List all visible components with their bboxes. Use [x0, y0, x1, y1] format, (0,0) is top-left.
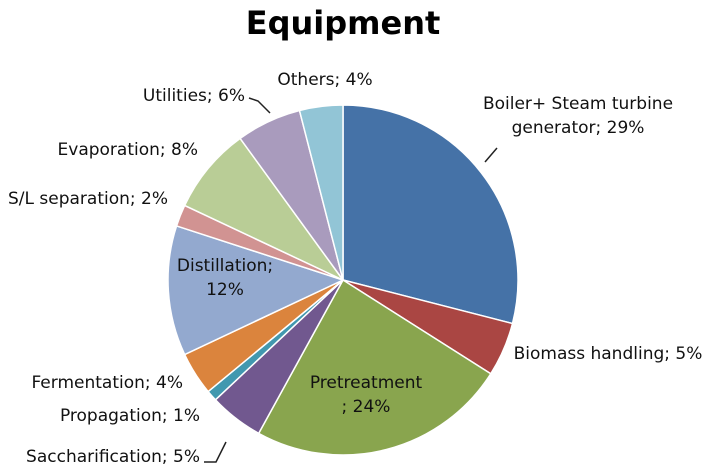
slice-label-line: Utilities; 6%	[143, 86, 245, 106]
slice-label-utilities: Utilities; 6%	[143, 86, 245, 106]
leader-line-boiler-steam-turbine-generator	[484, 147, 498, 163]
leader-lines	[204, 97, 498, 463]
chart-title: Equipment	[246, 4, 441, 42]
slice-label-saccharification: Saccharification; 5%	[26, 447, 200, 467]
slice-label-line: Distillation;	[177, 256, 273, 276]
slice-label-line: ; 24%	[342, 397, 391, 417]
slice-label-biomass-handling: Biomass handling; 5%	[514, 344, 703, 364]
slice-labels: Boiler+ Steam turbine generator; 29% Bioma…	[8, 70, 702, 467]
slice-label-evaporation: Evaporation; 8%	[58, 140, 198, 160]
slice-label-line: Fermentation; 4%	[31, 373, 183, 393]
slice-label-line: S/L separation; 2%	[8, 189, 168, 209]
slice-label-line: Biomass handling; 5%	[514, 344, 703, 364]
pie-slice-pretreatment	[257, 278, 492, 456]
slice-label-line: Evaporation; 8%	[58, 140, 198, 160]
slice-label-boiler-steam-turbine-generator: Boiler+ Steam turbine generator; 29%	[483, 94, 673, 138]
slice-label-s-l-separation: S/L separation; 2%	[8, 189, 168, 209]
pie-slices	[167, 104, 519, 456]
slice-label-line: Others; 4%	[277, 70, 372, 90]
pie-slice-boiler-steam-turbine-generator	[342, 104, 519, 325]
leader-line-utilities	[248, 97, 271, 114]
slice-label-pretreatment: Pretreatment ; 24%	[310, 373, 423, 417]
pie-slice-distillation	[167, 224, 346, 356]
slice-label-fermentation: Fermentation; 4%	[31, 373, 183, 393]
slice-label-others: Others; 4%	[277, 70, 372, 90]
pie-slice-others	[298, 104, 344, 281]
slice-label-distillation: Distillation; 12%	[177, 256, 273, 300]
slice-label-line: 12%	[206, 280, 244, 300]
slice-label-line: Propagation; 1%	[60, 406, 200, 426]
leader-line-saccharification	[204, 441, 227, 463]
slice-label-line: Saccharification; 5%	[26, 447, 200, 467]
slice-label-line: Pretreatment	[310, 373, 423, 393]
slice-label-propagation: Propagation; 1%	[60, 406, 200, 426]
slice-label-line: Boiler+ Steam turbine	[483, 94, 673, 114]
slice-label-line: generator; 29%	[512, 118, 645, 138]
